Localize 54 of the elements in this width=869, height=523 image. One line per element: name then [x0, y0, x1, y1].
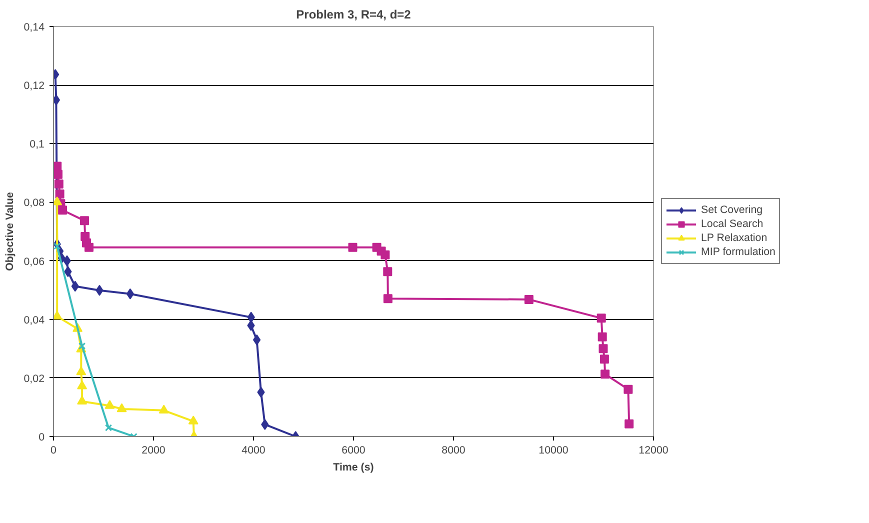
point	[596, 314, 606, 323]
point	[600, 370, 610, 379]
y-tick-label: 0,1	[30, 138, 45, 151]
point	[126, 288, 134, 300]
x-tick-label: 6000	[342, 444, 366, 456]
y-tick-label: 0	[38, 432, 45, 444]
x-tick-label: 12000	[638, 444, 668, 456]
x-tick-label: 10000	[538, 444, 568, 456]
point	[598, 332, 607, 342]
point	[54, 180, 64, 189]
y-tick-label: 0,06	[24, 256, 45, 268]
point	[624, 384, 633, 394]
point	[55, 190, 64, 199]
point	[116, 403, 127, 412]
point	[252, 334, 261, 346]
point	[383, 267, 392, 276]
point	[58, 206, 67, 215]
point	[104, 400, 115, 409]
point	[188, 416, 198, 424]
y-axis-title: Objective Value	[4, 192, 16, 271]
point	[158, 404, 169, 414]
x-tick-label: 2000	[142, 444, 166, 456]
point	[84, 242, 94, 252]
legend-label: MIP formulation	[701, 245, 776, 259]
legend-label: LP Relaxation	[701, 231, 768, 245]
point	[54, 170, 62, 179]
point	[77, 380, 88, 390]
y-tick-label: 0,12	[24, 80, 45, 92]
y-tick-label: 0,02	[24, 372, 45, 385]
point	[524, 294, 534, 304]
point	[76, 366, 86, 376]
x-tick-label: 8000	[442, 444, 466, 456]
point	[77, 396, 88, 404]
legend-label: Local Search	[701, 217, 764, 231]
point	[598, 344, 608, 354]
point	[54, 242, 61, 250]
point	[80, 216, 89, 226]
point	[104, 424, 112, 432]
x-tick-label: 0	[50, 444, 57, 456]
y-tick-label: 0,14	[24, 22, 45, 34]
point	[624, 419, 634, 428]
point	[380, 250, 390, 260]
y-tick-label: 0,08	[24, 197, 45, 210]
y-tick-label: 0,04	[24, 314, 45, 326]
point	[78, 342, 86, 350]
point	[54, 310, 62, 320]
x-tick-label: 4000	[242, 444, 266, 456]
point	[348, 242, 358, 252]
point	[54, 196, 62, 206]
legend-label: Set Covering	[701, 203, 763, 217]
point	[600, 354, 609, 364]
chart-title: Problem 3, R=4, d=2	[296, 8, 412, 22]
x-axis-title: Time (s)	[333, 462, 374, 474]
point	[383, 294, 392, 304]
